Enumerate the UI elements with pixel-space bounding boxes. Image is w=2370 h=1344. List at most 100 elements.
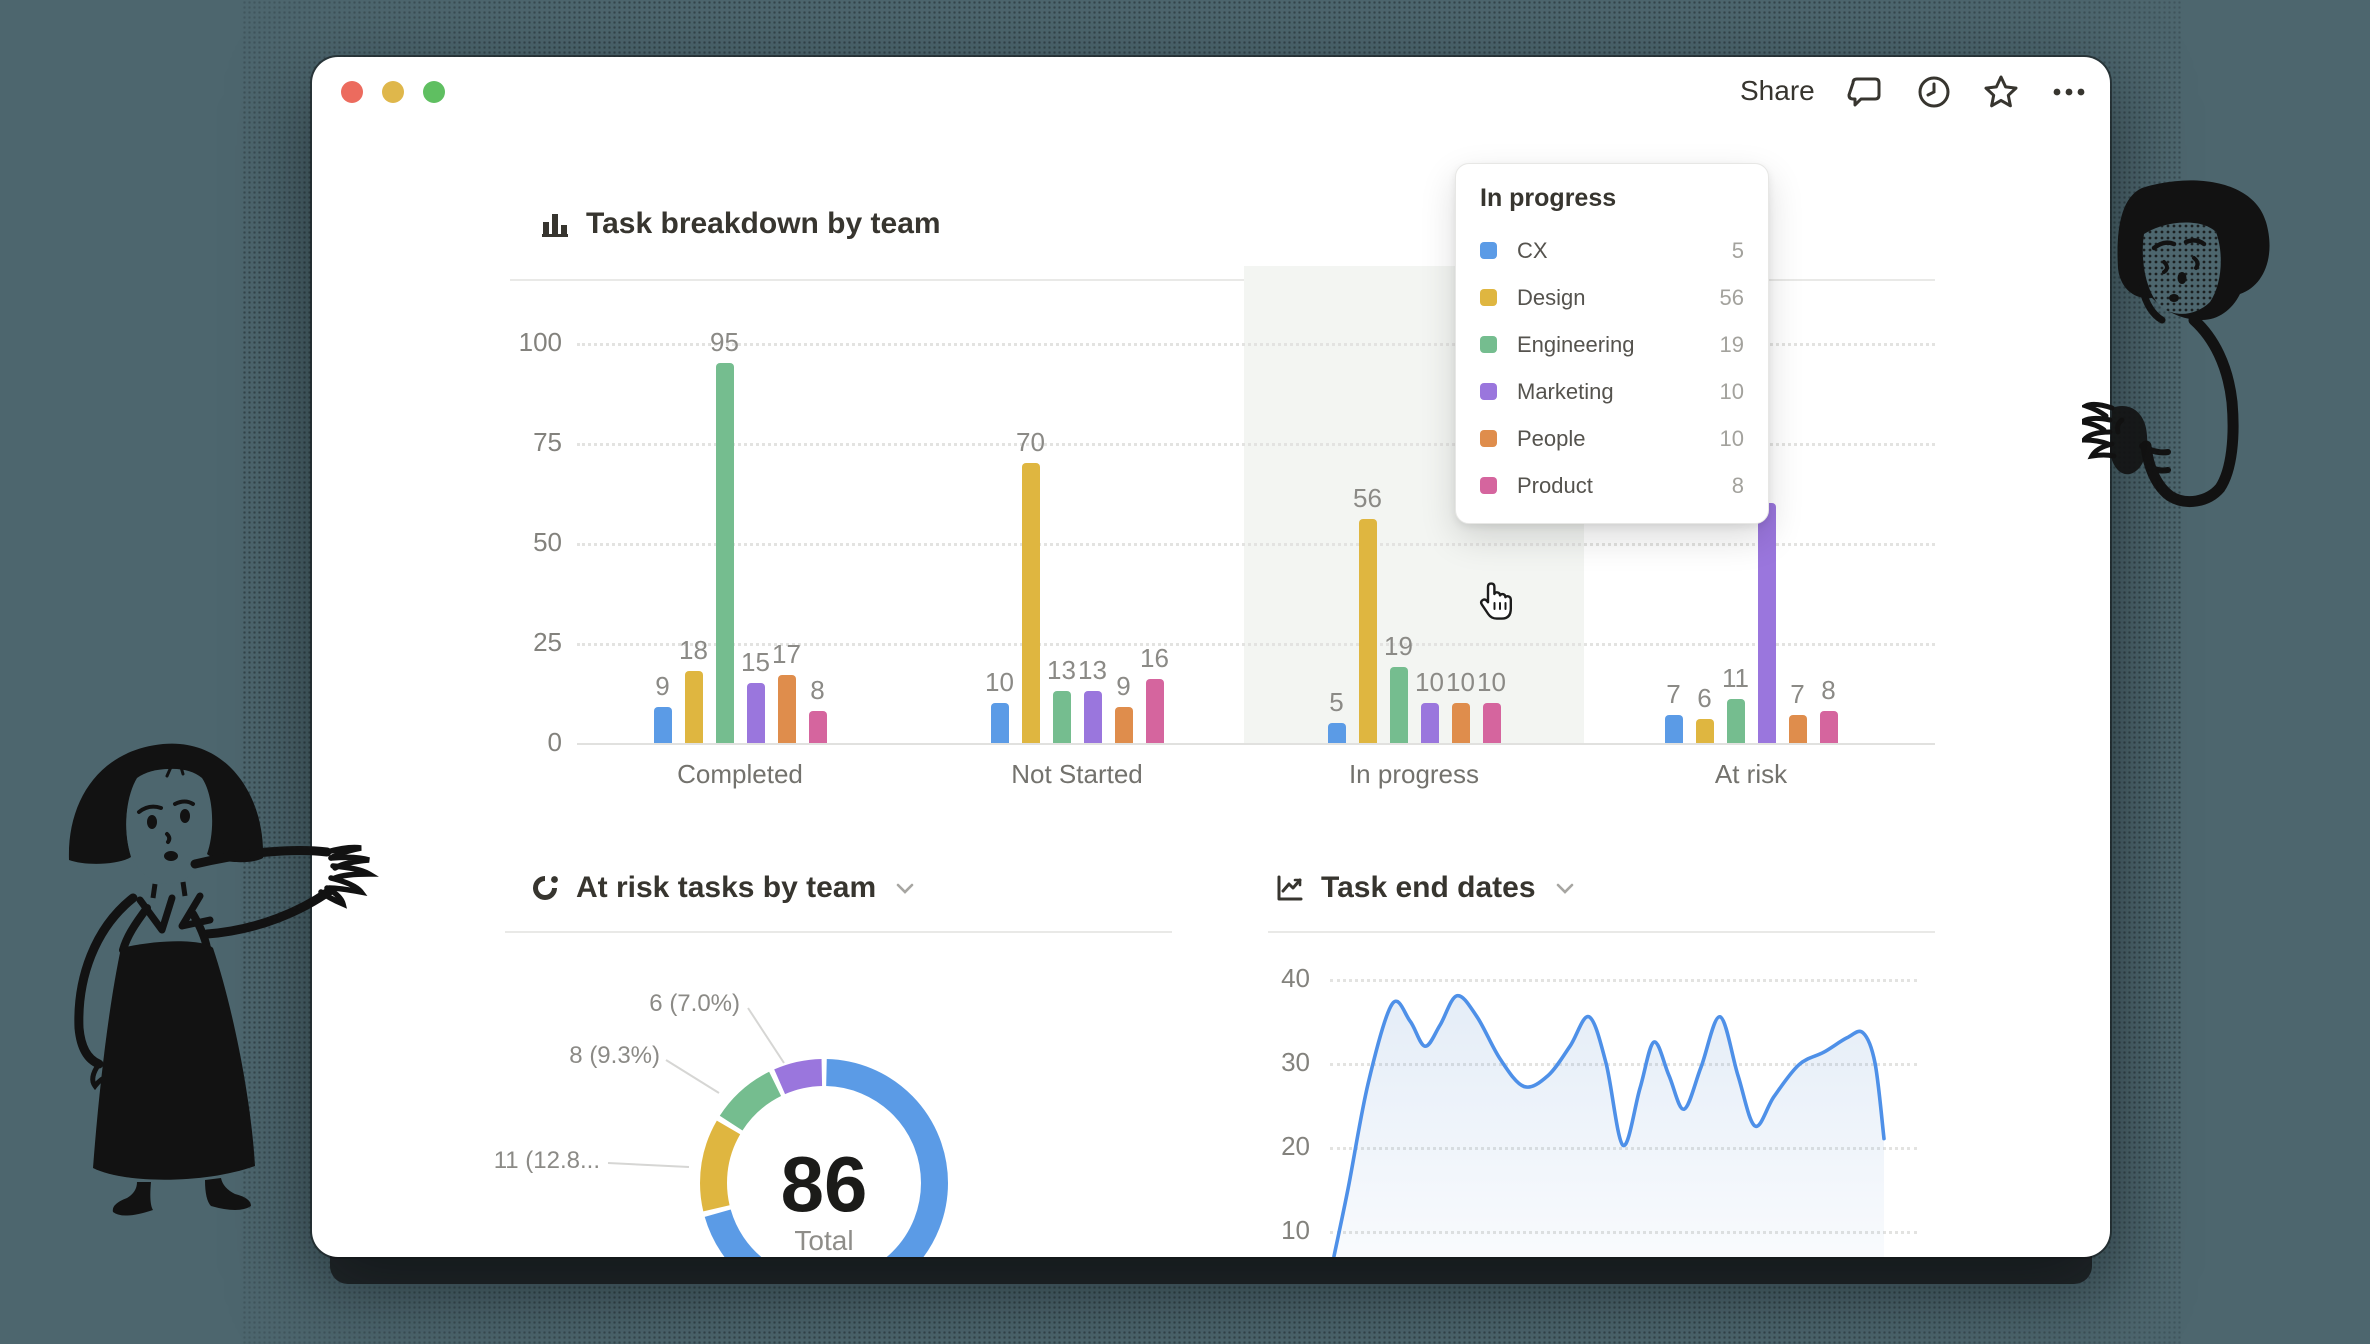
donut-slice-0[interactable] bbox=[700, 1059, 948, 1258]
bar-cx-3[interactable] bbox=[1664, 715, 1683, 743]
x-axis-line bbox=[577, 743, 1935, 745]
donut-slice-1[interactable] bbox=[700, 1059, 948, 1258]
bar-product-0[interactable] bbox=[808, 711, 827, 743]
bar-engineering-0[interactable] bbox=[715, 363, 734, 743]
series-label: Product bbox=[1517, 472, 1593, 498]
y-axis-tick: 100 bbox=[518, 327, 562, 357]
donut-chart-title: At risk tasks by team bbox=[576, 871, 877, 904]
bar-chart-icon bbox=[540, 209, 570, 239]
series-swatch bbox=[1480, 336, 1497, 353]
bar-value-label: 9 bbox=[655, 671, 670, 701]
donut-slice-label: 8 (9.3%) bbox=[569, 1042, 660, 1069]
gridline bbox=[577, 643, 1935, 646]
bar-people-3[interactable] bbox=[1788, 715, 1807, 743]
y-axis-tick: 40 bbox=[1281, 963, 1310, 993]
bar-chart-header[interactable]: Task breakdown by team bbox=[540, 207, 941, 241]
series-swatch bbox=[1480, 289, 1497, 306]
series-value: 8 bbox=[1731, 472, 1744, 498]
donut-slice-label: 11 (12.8... bbox=[493, 1147, 600, 1174]
divider bbox=[1268, 931, 1935, 933]
series-label: CX bbox=[1517, 237, 1548, 263]
divider bbox=[510, 279, 1935, 281]
bar-value-label: 7 bbox=[1666, 679, 1681, 709]
bar-cx-0[interactable] bbox=[653, 707, 672, 743]
bar-people-1[interactable] bbox=[1114, 707, 1133, 743]
bar-design-3[interactable] bbox=[1695, 719, 1714, 743]
bar-marketing-0[interactable] bbox=[746, 683, 765, 743]
chevron-down-icon[interactable] bbox=[1552, 875, 1578, 901]
bar-value-label: 10 bbox=[1415, 667, 1444, 697]
share-button[interactable]: Share bbox=[1740, 75, 1815, 106]
x-axis-category-label: Completed bbox=[677, 759, 803, 789]
y-axis-tick: 30 bbox=[1281, 1047, 1310, 1077]
line-series[interactable] bbox=[1332, 993, 1886, 1257]
bar-engineering-3[interactable] bbox=[1726, 699, 1745, 743]
bar-value-label: 6 bbox=[1697, 683, 1712, 713]
bar-cx-2[interactable] bbox=[1327, 723, 1346, 743]
bar-product-3[interactable] bbox=[1819, 711, 1838, 743]
x-axis-category-label: Not Started bbox=[1011, 759, 1143, 789]
bar-value-label: 56 bbox=[1353, 483, 1382, 513]
divider bbox=[505, 931, 1172, 933]
bar-product-1[interactable] bbox=[1145, 679, 1164, 743]
comments-icon[interactable] bbox=[1845, 72, 1885, 112]
y-axis-tick: 20 bbox=[1281, 1131, 1310, 1161]
donut-total-value: 86 bbox=[780, 1140, 868, 1228]
bar-value-label: 70 bbox=[1016, 427, 1045, 457]
bar-value-label: 13 bbox=[1047, 655, 1076, 685]
y-axis-tick: 25 bbox=[533, 627, 562, 657]
series-value: 56 bbox=[1719, 284, 1744, 310]
series-swatch bbox=[1480, 430, 1497, 447]
donut-leader-lines bbox=[607, 1007, 785, 1168]
line-chart-icon bbox=[1275, 873, 1305, 903]
line-chart-header[interactable]: Task end dates bbox=[1275, 871, 1578, 905]
woman-pointing-illustration bbox=[68, 743, 379, 1216]
x-axis-category-label: At risk bbox=[1714, 759, 1788, 789]
bar-design-2[interactable] bbox=[1358, 519, 1377, 743]
tooltip-row: Product 8 bbox=[1480, 462, 1744, 509]
y-axis-tick: 0 bbox=[547, 727, 562, 757]
bar-design-1[interactable] bbox=[1021, 463, 1040, 743]
bar-value-label: 15 bbox=[741, 647, 770, 677]
bar-value-label: 10 bbox=[1446, 667, 1475, 697]
donut-chart-icon bbox=[530, 873, 560, 903]
traffic-light-zoom[interactable] bbox=[423, 81, 445, 103]
more-ellipsis-icon[interactable] bbox=[2049, 72, 2089, 112]
bar-engineering-2[interactable] bbox=[1389, 667, 1408, 743]
bar-people-0[interactable] bbox=[777, 675, 796, 743]
y-axis-tick: 50 bbox=[533, 527, 562, 557]
series-value: 10 bbox=[1719, 425, 1744, 451]
y-axis-tick: 75 bbox=[533, 427, 562, 457]
series-value: 19 bbox=[1719, 331, 1744, 357]
bar-cx-1[interactable] bbox=[990, 703, 1009, 743]
bar-value-label: 10 bbox=[985, 667, 1014, 697]
history-clock-icon[interactable] bbox=[1914, 72, 1954, 112]
bar-marketing-3[interactable] bbox=[1757, 503, 1776, 743]
gridline bbox=[577, 543, 1935, 546]
gridline bbox=[577, 343, 1935, 346]
bar-value-label: 18 bbox=[679, 635, 708, 665]
donut-chart-header[interactable]: At risk tasks by team bbox=[530, 871, 918, 905]
bar-marketing-1[interactable] bbox=[1083, 691, 1102, 743]
line-chart-plot[interactable] bbox=[1320, 957, 1935, 1257]
bar-value-label: 16 bbox=[1140, 643, 1169, 673]
bar-product-2[interactable] bbox=[1482, 703, 1501, 743]
bar-design-0[interactable] bbox=[684, 671, 703, 743]
bar-engineering-1[interactable] bbox=[1052, 691, 1071, 743]
bar-marketing-2[interactable] bbox=[1420, 703, 1439, 743]
donut-chart[interactable] bbox=[684, 1043, 964, 1257]
bar-value-label: 17 bbox=[772, 639, 801, 669]
traffic-light-minimize[interactable] bbox=[382, 81, 404, 103]
tooltip-row: People 10 bbox=[1480, 415, 1744, 462]
gridline bbox=[577, 443, 1935, 446]
traffic-light-close[interactable] bbox=[341, 81, 363, 103]
favorite-star-icon[interactable] bbox=[1981, 72, 2021, 112]
x-axis-category-label: In progress bbox=[1348, 759, 1480, 789]
chevron-down-icon[interactable] bbox=[892, 875, 918, 901]
tooltip-row: Design 56 bbox=[1480, 274, 1744, 321]
bar-people-2[interactable] bbox=[1451, 703, 1470, 743]
chart-tooltip: In progress CX 5 Design 56 Engineering 1… bbox=[1455, 163, 1769, 524]
donut-total-label: Total bbox=[794, 1225, 854, 1256]
bar-value-label: 8 bbox=[810, 675, 825, 705]
